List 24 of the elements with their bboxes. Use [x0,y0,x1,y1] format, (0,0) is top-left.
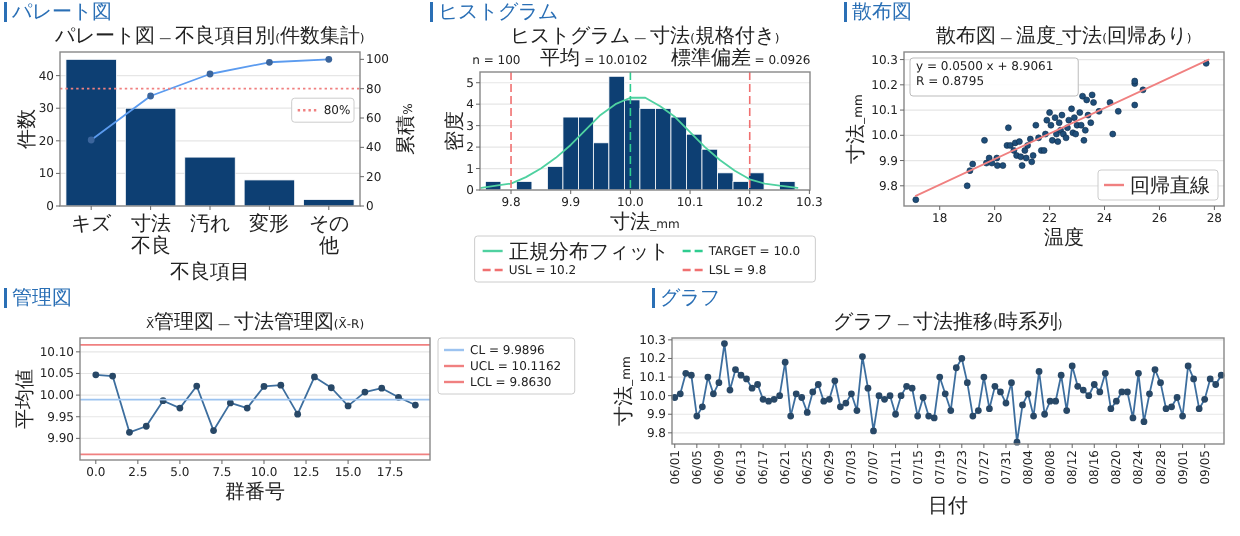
chart-subtitle: ヒストグラム [438,2,558,24]
x-tick-label: 変形 [249,212,290,236]
x-axis-title: 温度 [1044,226,1084,250]
chart-subtitle: グラフ [660,288,720,310]
legend-label: 正規分布フィット [508,240,669,264]
x-axis-title: 不良項目 [170,260,250,284]
chart-subtitle: 散布図 [852,0,912,24]
line-series [480,96,799,189]
x-tick-label: その他 [308,214,349,258]
x-tick-label: 寸法不良 [130,212,171,258]
bar [124,107,177,207]
y-axis-title: 件数 [17,109,40,149]
y-axis-title: 密度 [442,111,467,151]
bar [184,156,236,207]
x-axis-title: 群番号 [225,480,285,504]
bar [243,179,296,207]
legend-label: 回帰直線 [1130,174,1210,198]
x-tick-label: キズ [71,212,114,236]
bar [65,58,117,207]
x-tick-label: 汚れ [190,212,230,236]
chart-subtitle: 管理図 [12,288,72,310]
x-axis-title: 日付 [928,496,968,518]
chart-subtitle: パレート図 [10,2,112,24]
y-axis-title: 平均値 [12,369,37,429]
